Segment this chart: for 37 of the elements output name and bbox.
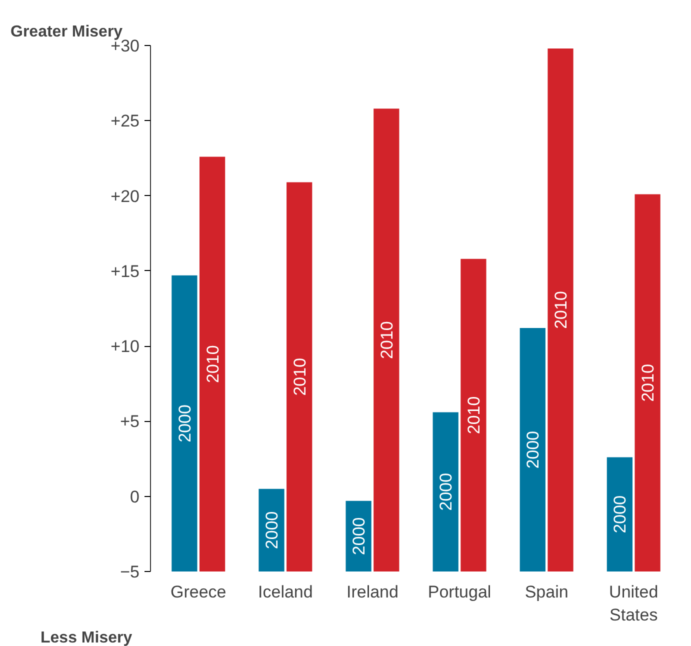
y-tick-label: +5 — [120, 412, 140, 432]
y-tick-label: +10 — [110, 337, 140, 356]
bar — [520, 328, 546, 572]
bar — [374, 108, 400, 572]
bar — [634, 194, 660, 572]
text: 2010 — [464, 396, 484, 434]
text: 2010 — [203, 345, 222, 384]
text: 2010 — [638, 364, 658, 402]
x-tick-label: Ireland — [346, 582, 398, 602]
bar — [460, 258, 486, 572]
y-tick-label: +20 — [110, 186, 140, 206]
x-tick-label: United States — [609, 582, 658, 624]
x-tick-label: Spain — [524, 582, 568, 602]
bar — [286, 182, 312, 572]
text: 2000 — [436, 472, 456, 511]
x-tick-label: Iceland — [258, 582, 313, 602]
y-tick-label: +25 — [110, 112, 140, 131]
y-tick-label: 0 — [130, 487, 140, 506]
text: 2010 — [552, 291, 570, 329]
bar — [258, 488, 284, 572]
x-tick-label: Portugal — [428, 582, 492, 602]
bar — [199, 156, 226, 572]
y-tick-label: +15 — [110, 262, 140, 281]
text: 2000 — [524, 430, 543, 469]
x-tick-label: Greece — [170, 582, 226, 602]
text: 2010 — [290, 358, 310, 396]
bar — [606, 457, 633, 572]
bar — [172, 275, 198, 572]
text: 2000 — [610, 495, 630, 534]
text: Less Misery — [40, 630, 132, 646]
bar — [548, 48, 574, 572]
text: 2000 — [350, 517, 369, 556]
series-label: 2000 — [262, 511, 282, 550]
y-tick-label: −5 — [120, 562, 140, 582]
bar — [432, 412, 458, 572]
series-label: 2010 — [377, 321, 396, 359]
text: 2000 — [175, 404, 194, 442]
